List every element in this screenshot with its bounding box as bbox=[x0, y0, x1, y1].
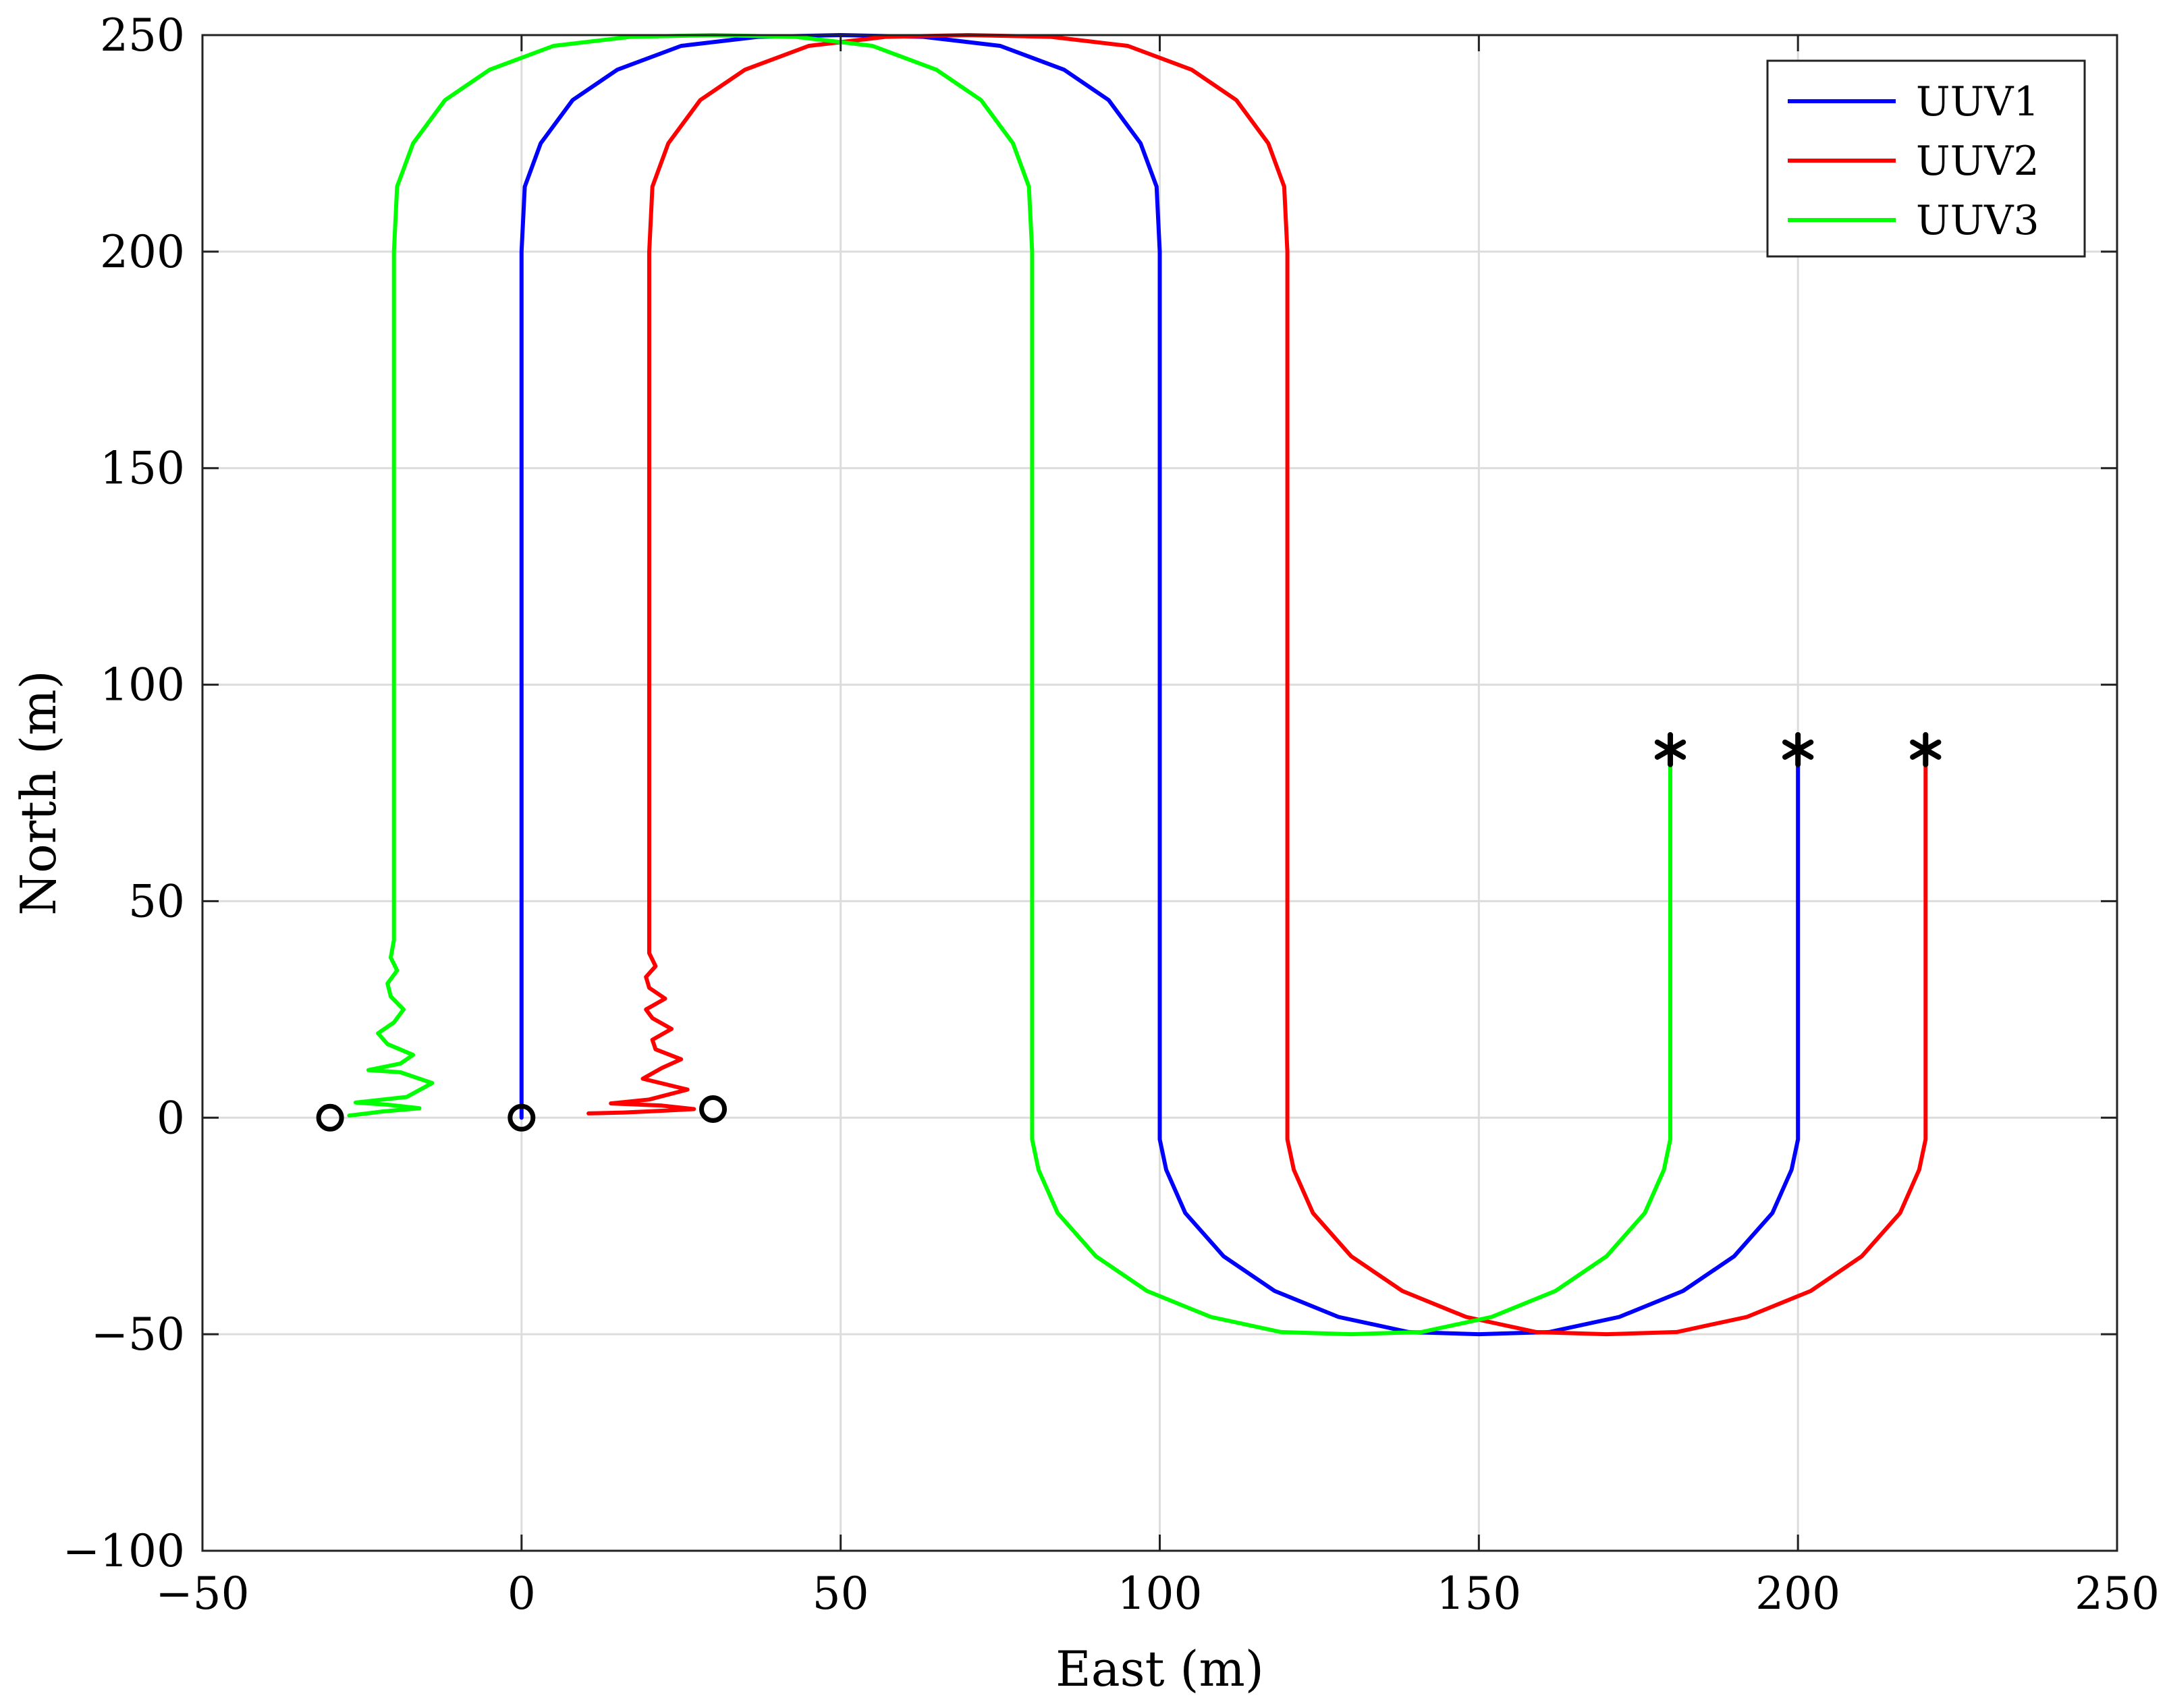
series-line-uuv1 bbox=[519, 33, 1801, 1337]
y-tick-label: 50 bbox=[128, 875, 185, 927]
x-tick-label: −50 bbox=[155, 1568, 249, 1620]
x-tick-label: 150 bbox=[1436, 1568, 1521, 1620]
x-tick-label: 0 bbox=[508, 1568, 536, 1620]
y-tick-label: 0 bbox=[157, 1092, 185, 1144]
end-marker-stroke bbox=[1782, 739, 1814, 760]
legend-item-uuv1: UUV1 bbox=[1788, 78, 2039, 126]
y-tick-label: 250 bbox=[100, 9, 185, 61]
y-tick-label: −100 bbox=[63, 1525, 185, 1577]
y-tick-label: 150 bbox=[100, 443, 185, 495]
legend: UUV1 UUV2 UUV3 bbox=[1766, 59, 2086, 258]
markers bbox=[316, 732, 1942, 1132]
legend-item-uuv3: UUV3 bbox=[1788, 197, 2039, 244]
end-marker bbox=[1782, 732, 1814, 767]
legend-label: UUV3 bbox=[1916, 197, 2039, 244]
x-axis-label: East (m) bbox=[1055, 1641, 1264, 1697]
legend-item-uuv2: UUV2 bbox=[1788, 138, 2039, 185]
end-marker-stroke bbox=[1654, 739, 1686, 760]
y-tick-label: 200 bbox=[100, 226, 185, 278]
end-marker bbox=[1654, 732, 1686, 767]
x-tick-label: 50 bbox=[813, 1568, 869, 1620]
legend-label: UUV1 bbox=[1916, 78, 2039, 126]
legend-label: UUV2 bbox=[1916, 138, 2039, 185]
end-marker-stroke bbox=[1910, 739, 1942, 760]
y-axis-label: North (m) bbox=[10, 670, 67, 915]
start-marker bbox=[316, 1103, 344, 1132]
series-lines bbox=[347, 33, 1928, 1337]
y-tick-label: −50 bbox=[91, 1308, 185, 1360]
start-marker bbox=[508, 1103, 536, 1132]
end-marker bbox=[1910, 732, 1942, 767]
x-tick-label: 250 bbox=[2075, 1568, 2160, 1620]
series-line-uuv3 bbox=[347, 33, 1672, 1337]
y-tick-label: 100 bbox=[100, 659, 185, 711]
x-tick-label: 100 bbox=[1118, 1568, 1203, 1620]
start-marker bbox=[699, 1095, 728, 1123]
x-tick-label: 200 bbox=[1755, 1568, 1840, 1620]
